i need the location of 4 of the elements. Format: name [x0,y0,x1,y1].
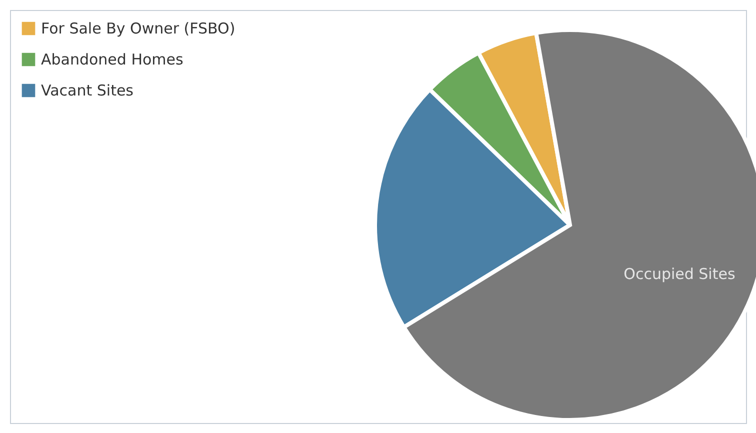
legend-label: For Sale By Owner (FSBO) [41,20,236,38]
slice-label: Occupied Sites [624,265,736,284]
legend-label: Vacant Sites [41,82,134,100]
legend-label: Abandoned Homes [41,50,184,68]
